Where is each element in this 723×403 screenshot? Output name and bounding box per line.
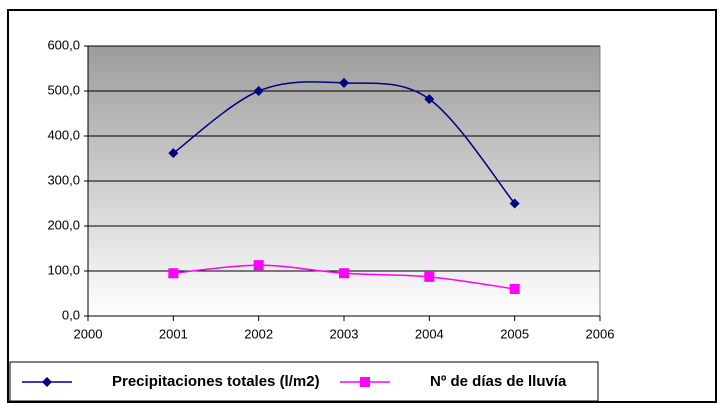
marker	[509, 198, 520, 209]
marker	[253, 260, 264, 271]
x-tick-label: 2000	[74, 326, 103, 341]
marker	[424, 271, 435, 282]
x-tick-label: 2005	[500, 326, 529, 341]
legend-marker	[360, 377, 370, 387]
x-tick-label: 2004	[415, 326, 444, 341]
marker	[168, 148, 179, 159]
y-tick-label: 300,0	[47, 172, 80, 187]
marker	[339, 268, 349, 279]
y-tick-label: 500,0	[47, 82, 80, 97]
x-tick-label: 2003	[330, 326, 359, 341]
y-tick-label: 200,0	[47, 217, 80, 232]
legend-marker	[42, 377, 52, 387]
marker	[339, 77, 349, 88]
y-tick-label: 400,0	[47, 127, 80, 142]
y-tick-label: 0,0	[62, 307, 80, 322]
x-tick-label: 2002	[244, 326, 273, 341]
y-tick-label: 600,0	[47, 37, 80, 52]
y-tick-label: 100,0	[47, 262, 80, 277]
legend-label: Nº de días de lluvía	[430, 373, 567, 390]
marker	[253, 86, 264, 96]
x-tick-label: 2001	[159, 326, 188, 341]
marker	[509, 284, 520, 294]
marker	[168, 268, 179, 279]
legend	[9, 361, 599, 402]
marker	[424, 94, 435, 105]
legend-label: Precipitaciones totales (l/m2)	[112, 373, 320, 390]
x-tick-label: 2006	[586, 326, 615, 341]
